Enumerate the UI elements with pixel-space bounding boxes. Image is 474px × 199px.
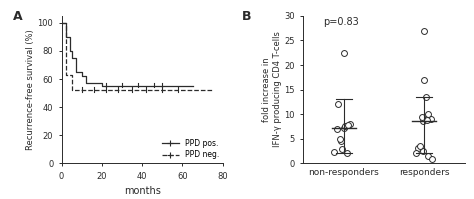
Point [341,125,349,128]
Point [414,147,421,150]
Point [422,95,429,99]
Point [334,103,342,106]
Point [346,122,354,126]
Point [423,118,430,122]
Point [420,78,428,81]
Point [340,126,347,129]
Point [333,127,341,130]
Point [336,137,343,140]
Point [425,154,432,157]
X-axis label: months: months [124,186,161,196]
Y-axis label: Recurrence-free survival (%): Recurrence-free survival (%) [26,29,35,150]
Point [330,151,338,154]
Y-axis label: fold increase in
IFN-γ producing CD4 T-cells: fold increase in IFN-γ producing CD4 T-c… [262,32,282,147]
Text: p=0.83: p=0.83 [323,17,358,27]
Point [338,148,346,151]
Point [425,112,432,116]
Point [418,115,426,118]
Point [337,139,345,143]
Point [416,144,424,148]
Text: A: A [13,10,23,23]
Point [343,152,351,155]
Point [412,152,420,155]
Text: B: B [242,10,252,23]
Point [419,120,427,123]
Point [340,51,347,54]
Legend: PPD pos., PPD neg.: PPD pos., PPD neg. [162,139,219,159]
Point [344,123,352,127]
Point [427,117,435,121]
Point [419,149,427,152]
Point [428,158,436,161]
Point [420,29,428,32]
